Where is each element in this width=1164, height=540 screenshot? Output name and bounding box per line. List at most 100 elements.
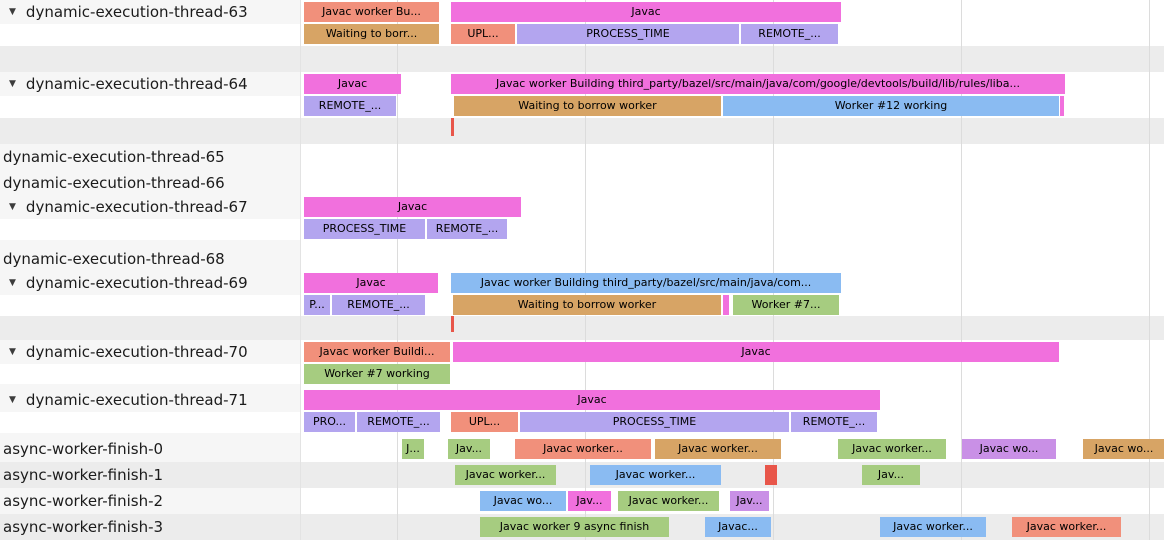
thread-label: dynamic-execution-thread-67 [25,198,248,216]
trace-slice[interactable] [1060,96,1064,116]
empty-label-cell [0,240,300,246]
trace-slice[interactable]: Javac [304,390,880,410]
trace-slice[interactable]: Worker #7 working [304,364,450,384]
timeline-track: Javac worker Bu... Javac Waiting to borr..… [300,0,1164,46]
trace-slice[interactable]: J... [402,439,424,459]
trace-slice[interactable]: UPL... [451,412,518,432]
track-row-dynamic-execution-thread-65: dynamic-execution-thread-65 [0,144,1164,170]
trace-slice[interactable]: Jav... [730,491,769,511]
trace-slice[interactable]: Javac wo... [962,439,1056,459]
trace-slice[interactable]: REMOTE_... [357,412,440,432]
thread-header-dynamic-execution-thread-67[interactable]: ▼ dynamic-execution-thread-67 [0,195,300,219]
spacer-row [0,46,1164,72]
trace-slice[interactable]: Javac worker... [590,465,721,485]
thread-header-async-worker-finish-1[interactable]: async-worker-finish-1 [0,462,300,488]
trace-slice[interactable]: Javac worker 9 async finish [480,517,669,537]
expand-arrow-icon[interactable]: ▼ [9,278,16,288]
spacer-row [0,433,1164,436]
trace-slice[interactable]: Javac [453,342,1059,362]
expand-arrow-icon[interactable]: ▼ [9,7,16,17]
trace-slice[interactable]: REMOTE_... [304,96,396,116]
timeline-track: Javac PROCESS_TIME REMOTE_... [300,195,1164,240]
track-row-async-worker-finish-2: async-worker-finish-2 Javac wo... Jav... Ja… [0,488,1164,514]
trace-slice[interactable]: Javac worker... [880,517,986,537]
trace-slice[interactable]: Javac worker... [515,439,651,459]
timeline-track [300,46,1164,72]
trace-slice[interactable]: Javac worker... [618,491,719,511]
expand-arrow-icon[interactable]: ▼ [9,79,16,89]
trace-slice[interactable]: Javac worker... [1012,517,1121,537]
timeline-track: Javac Javac worker Building third_party/b… [300,72,1164,118]
trace-slice[interactable]: REMOTE_... [791,412,877,432]
trace-slice[interactable] [765,465,777,485]
trace-slice[interactable]: Waiting to borr... [304,24,439,44]
thread-header-async-worker-finish-2[interactable]: async-worker-finish-2 [0,488,300,514]
thread-header-dynamic-execution-thread-66[interactable]: dynamic-execution-thread-66 [0,170,300,195]
trace-slice[interactable]: Javac worker Buildi... [304,342,450,362]
event-marker[interactable] [451,118,454,136]
trace-slice[interactable]: Jav... [568,491,611,511]
thread-header-dynamic-execution-thread-65[interactable]: dynamic-execution-thread-65 [0,144,300,170]
thread-header-dynamic-execution-thread-68[interactable]: dynamic-execution-thread-68 [0,246,300,271]
trace-slice[interactable]: Worker #12 working [723,96,1059,116]
trace-slice[interactable]: PROCESS_TIME [520,412,789,432]
trace-slice[interactable]: Jav... [862,465,920,485]
expand-arrow-icon[interactable]: ▼ [9,202,16,212]
trace-slice[interactable]: Javac worker... [655,439,781,459]
trace-slice[interactable]: PRO... [304,412,355,432]
trace-slice[interactable]: Javac worker... [838,439,946,459]
trace-slice[interactable]: REMOTE_... [741,24,838,44]
trace-slice[interactable]: Javac [451,2,841,22]
expand-arrow-icon[interactable]: ▼ [9,395,16,405]
trace-slice[interactable]: Javac worker... [455,465,556,485]
timeline-track [300,316,1164,340]
thread-header-dynamic-execution-thread-70[interactable]: ▼ dynamic-execution-thread-70 [0,340,300,364]
thread-header-dynamic-execution-thread-64[interactable]: ▼ dynamic-execution-thread-64 [0,72,300,96]
track-row-dynamic-execution-thread-70: ▼ dynamic-execution-thread-70 Javac worker… [0,340,1164,384]
trace-slice[interactable]: UPL... [451,24,515,44]
trace-slice[interactable]: Waiting to borrow worker [453,295,721,315]
track-row-dynamic-execution-thread-66: dynamic-execution-thread-66 [0,170,1164,195]
spacer-row [0,316,1164,340]
trace-slice[interactable]: REMOTE_... [332,295,425,315]
empty-label-cell [0,316,300,340]
timeline-track [300,144,1164,170]
trace-slice[interactable]: Worker #7... [733,295,839,315]
track-row-dynamic-execution-thread-68: dynamic-execution-thread-68 [0,246,1164,271]
timeline-track [300,118,1164,144]
trace-slice[interactable]: Javac wo... [480,491,566,511]
spacer-row [0,118,1164,144]
trace-slice[interactable]: Javac worker Bu... [304,2,439,22]
thread-header-dynamic-execution-thread-69[interactable]: ▼ dynamic-execution-thread-69 [0,271,300,295]
trace-slice[interactable]: Javac... [705,517,771,537]
thread-header-async-worker-finish-0[interactable]: async-worker-finish-0 [0,436,300,462]
thread-label: dynamic-execution-thread-68 [3,249,225,268]
trace-slice[interactable] [723,295,729,315]
trace-slice[interactable]: REMOTE_... [427,219,507,239]
thread-label: dynamic-execution-thread-63 [25,3,248,21]
timeline-track [300,170,1164,195]
event-marker[interactable] [451,316,454,332]
thread-header-dynamic-execution-thread-71[interactable]: ▼ dynamic-execution-thread-71 [0,388,300,412]
trace-slice[interactable]: Jav... [448,439,490,459]
trace-slice[interactable]: PROCESS_TIME [304,219,425,239]
thread-label: dynamic-execution-thread-66 [3,173,225,192]
track-row-async-worker-finish-1: async-worker-finish-1 Javac worker... Java… [0,462,1164,488]
trace-slice[interactable]: Waiting to borrow worker [454,96,721,116]
expand-arrow-icon[interactable]: ▼ [9,347,16,357]
trace-slice[interactable]: Javac worker Building third_party/bazel/… [451,74,1065,94]
thread-label: dynamic-execution-thread-70 [25,343,248,361]
trace-slice[interactable]: Javac [304,273,438,293]
trace-slice[interactable]: Javac wo... [1083,439,1164,459]
trace-slice[interactable]: PROCESS_TIME [517,24,739,44]
timeline-track [300,246,1164,271]
trace-slice[interactable]: Javac [304,74,401,94]
trace-slice[interactable]: Javac [304,197,521,217]
thread-header-async-worker-finish-3[interactable]: async-worker-finish-3 [0,514,300,540]
thread-header-dynamic-execution-thread-63[interactable]: ▼ dynamic-execution-thread-63 [0,0,300,24]
spacer-row [0,384,1164,388]
trace-slice[interactable]: P... [304,295,330,315]
thread-label: dynamic-execution-thread-65 [3,148,225,166]
trace-slice[interactable]: Javac worker Building third_party/bazel/… [451,273,841,293]
